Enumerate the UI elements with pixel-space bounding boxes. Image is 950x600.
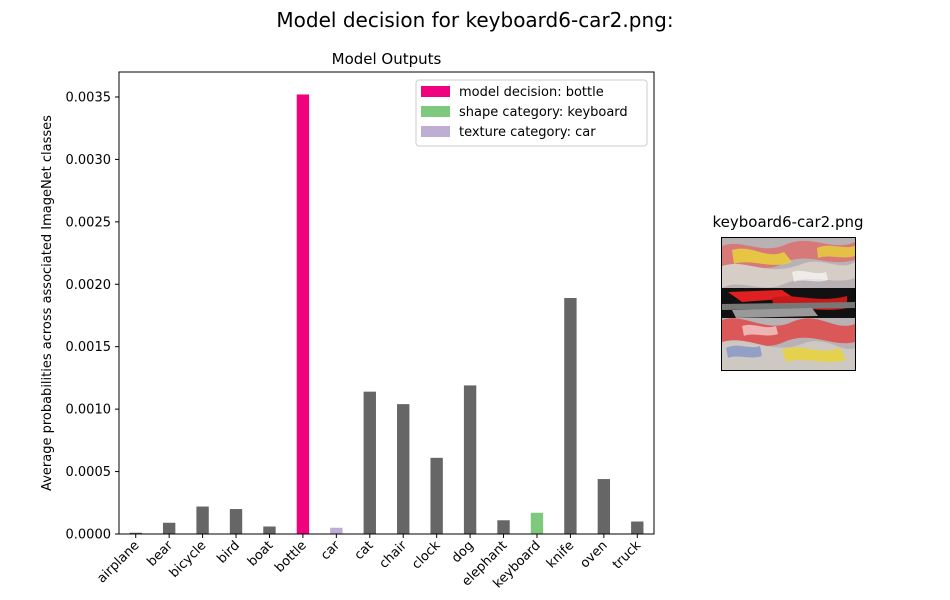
bar-chair xyxy=(397,404,410,534)
chart-title: Model Outputs xyxy=(332,50,442,68)
stimulus-image xyxy=(721,237,856,371)
y-tick-label: 0.0005 xyxy=(66,465,112,480)
bar-boat xyxy=(263,526,276,534)
x-tick-label-airplane: airplane xyxy=(94,538,142,586)
bar-bird xyxy=(229,509,243,534)
x-tick-label-car: car xyxy=(318,538,344,564)
x-tick-label-bottle: bottle xyxy=(272,538,309,575)
x-tick-label-truck: truck xyxy=(610,538,645,573)
y-tick-label: 0.0020 xyxy=(66,278,112,293)
x-tick-label-oven: oven xyxy=(578,538,611,571)
bar-clock xyxy=(430,457,443,534)
bar-bicycle xyxy=(196,506,209,534)
x-tick-label-dog: dog xyxy=(449,538,477,566)
bar-cat xyxy=(363,391,376,534)
x-tick-label-cat: cat xyxy=(352,538,377,563)
bar-keyboard xyxy=(530,512,544,534)
bar-dog xyxy=(463,385,477,534)
y-tick-label: 0.0035 xyxy=(66,90,112,105)
x-tick-label-bird: bird xyxy=(214,538,242,566)
legend-box xyxy=(415,79,648,147)
legend-label: model decision: bottle xyxy=(459,85,604,100)
legend-label: texture category: car xyxy=(459,125,596,140)
bar-elephant xyxy=(497,520,510,534)
bar-oven xyxy=(597,479,611,534)
plot-frame xyxy=(118,71,655,535)
bar-knife xyxy=(564,298,577,534)
bar-bear xyxy=(162,522,176,534)
bar-bottle xyxy=(296,94,310,534)
legend-swatch xyxy=(421,106,450,117)
x-tick-label-chair: chair xyxy=(377,538,411,572)
figure-title: Model decision for keyboard6-car2.png: xyxy=(276,8,674,32)
thumbnail-title: keyboard6-car2.png xyxy=(712,213,864,231)
y-tick-label: 0.0030 xyxy=(66,153,112,168)
legend-swatch xyxy=(421,86,450,97)
stimulus-texture xyxy=(722,238,855,370)
bar-airplane xyxy=(129,532,142,534)
legend-swatch xyxy=(421,126,450,137)
x-tick-label-knife: knife xyxy=(544,538,577,571)
legend-label: shape category: keyboard xyxy=(459,105,628,120)
y-tick-label: 0.0015 xyxy=(66,340,112,355)
y-tick-label: 0.0000 xyxy=(66,528,112,543)
bar-car xyxy=(330,527,343,534)
y-tick-label: 0.0025 xyxy=(66,215,112,230)
x-tick-label-clock: clock xyxy=(409,538,444,573)
x-tick-label-bicycle: bicycle xyxy=(167,538,210,581)
y-axis-label: Average probabilities across associated … xyxy=(40,115,55,491)
bar-truck xyxy=(631,521,644,534)
y-tick-label: 0.0010 xyxy=(66,403,112,418)
